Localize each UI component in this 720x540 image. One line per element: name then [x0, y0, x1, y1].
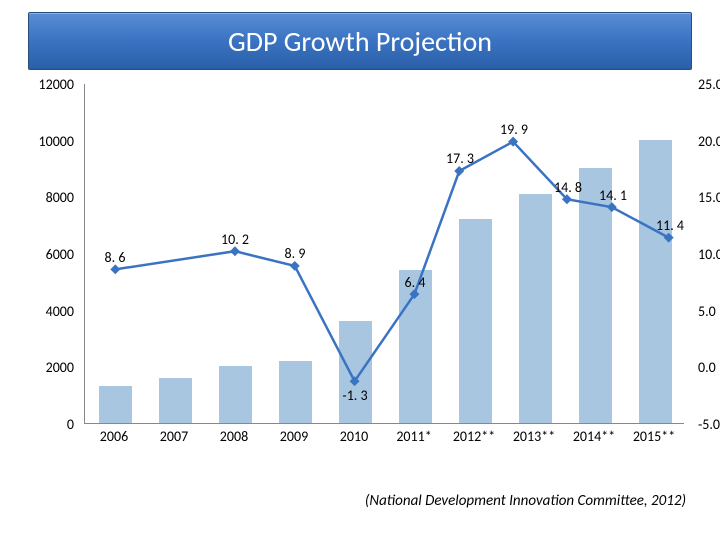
y-right-tick: 20.0: [698, 133, 720, 150]
line-value-label: 14. 1: [599, 187, 627, 204]
gdp-chart: 020004000600080001000012000 8. 610. 28. …: [28, 84, 692, 454]
y-left-tick: 2000: [46, 359, 74, 376]
y-left-tick: 10000: [39, 133, 74, 150]
line-value-label: 19. 9: [500, 121, 528, 138]
line-path: [115, 142, 668, 382]
y-left-tick: 8000: [46, 189, 74, 206]
y-axis-left: 0 2000 4000 6000 8000 10000 12000: [28, 76, 78, 432]
y-left-tick: 6000: [46, 246, 74, 263]
x-tick: 2013**: [513, 428, 555, 445]
line-value-label: 10. 2: [221, 231, 249, 248]
y-left-tick: 4000: [46, 303, 74, 320]
x-tick: 2010: [340, 428, 368, 445]
x-axis: 2006 2007 2008 2009 2010 2011* 2012** 2013** 201…: [84, 428, 684, 452]
y-right-tick: 0.0: [698, 359, 716, 376]
line-value-label: 11. 4: [656, 217, 684, 234]
line-layer: [85, 84, 684, 423]
line-value-label: -1. 3: [342, 387, 367, 404]
line-value-label: 14. 8: [554, 179, 582, 196]
y-right-tick: 25.0: [698, 76, 720, 93]
y-axis-right: -5.0 0.0 5.0 10.0 15.0 20.0 25.0: [692, 76, 720, 432]
line-marker: [664, 233, 674, 243]
source-citation: (National Development Innovation Committ…: [365, 492, 686, 510]
line-value-label: 8. 9: [285, 245, 306, 262]
x-tick: 2012**: [453, 428, 495, 445]
y-right-tick: -5.0: [698, 416, 720, 433]
plot-area: 8. 6 10. 2 8. 9 -1. 3 6. 4 17. 3 19. 9 14. 8 14.…: [84, 84, 684, 424]
x-tick: 2014**: [573, 428, 615, 445]
slide: GDP Growth Projection 0 2000 4000 6000 8000 1…: [0, 0, 720, 540]
line-marker: [607, 202, 617, 212]
y-right-tick: 15.0: [698, 189, 720, 206]
y-right-tick: 10.0: [698, 246, 720, 263]
y-left-tick: 12000: [39, 76, 74, 93]
line-value-label: 8. 6: [105, 249, 126, 266]
y-right-tick: 5.0: [698, 303, 716, 320]
x-tick: 2008: [220, 428, 248, 445]
x-tick: 2009: [280, 428, 308, 445]
line-marker: [454, 166, 464, 176]
line-marker: [230, 246, 240, 256]
line-value-label: 6. 4: [405, 274, 426, 291]
x-tick: 2011*: [396, 428, 431, 445]
y-left-tick: 0: [67, 416, 74, 433]
title-bar: GDP Growth Projection: [28, 12, 692, 70]
x-tick: 2015**: [633, 428, 675, 445]
x-tick: 2007: [160, 428, 188, 445]
page-title: GDP Growth Projection: [228, 24, 492, 59]
x-tick: 2006: [100, 428, 128, 445]
line-value-label: 17. 3: [446, 150, 474, 167]
